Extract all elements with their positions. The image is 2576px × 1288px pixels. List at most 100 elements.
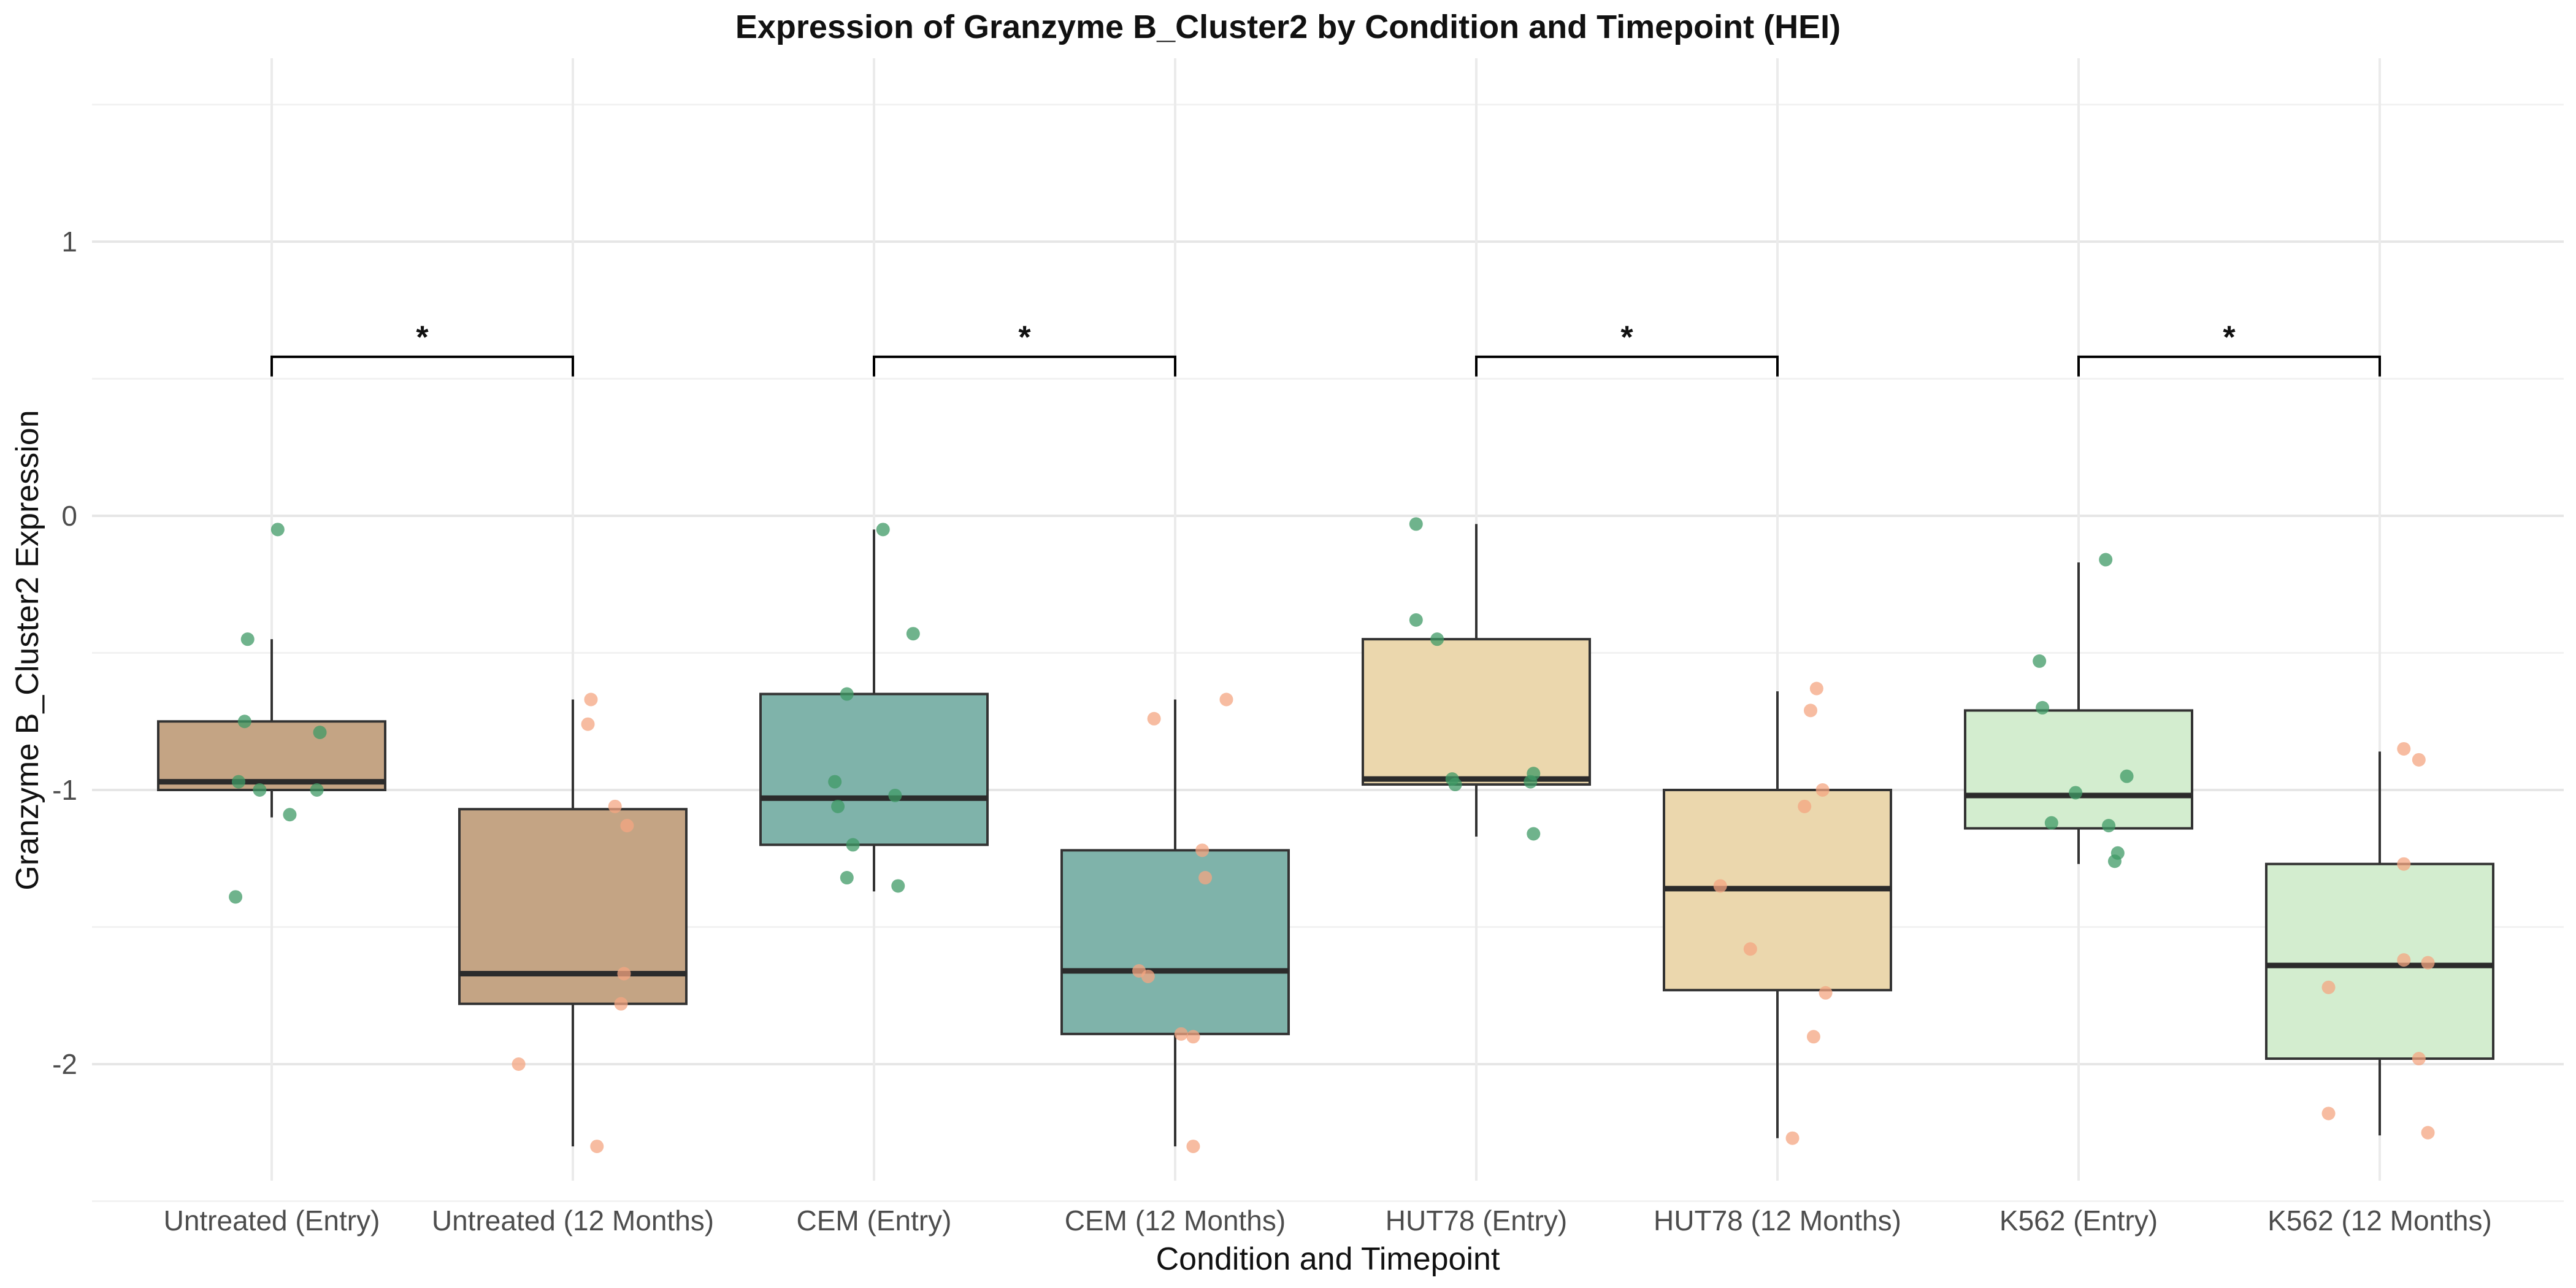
data-point: [1448, 778, 1462, 792]
y-tick-label: -2: [52, 1048, 77, 1080]
bracket-line: [873, 355, 1176, 377]
box-body: [157, 720, 386, 791]
box-2: [759, 529, 989, 892]
data-point: [2102, 819, 2116, 833]
data-point: [608, 799, 622, 813]
data-point: [1195, 843, 1209, 857]
significance-bracket-3: *: [2077, 320, 2381, 377]
y-tick-label: 1: [61, 226, 77, 258]
bracket-line: [1475, 355, 1779, 377]
box-body: [1362, 638, 1591, 786]
data-point: [840, 687, 854, 701]
x-tick-label: CEM (12 Months): [1065, 1205, 1286, 1236]
box-5: [1663, 691, 1892, 1138]
data-point: [1409, 613, 1423, 627]
data-point: [840, 871, 854, 885]
data-point: [2397, 857, 2411, 871]
data-point: [1147, 711, 1161, 726]
data-point: [2033, 654, 2047, 668]
data-point: [229, 890, 243, 904]
data-point: [2412, 1052, 2426, 1066]
significance-bracket-2: *: [1475, 320, 1779, 377]
box-7: [2265, 751, 2494, 1136]
data-point: [590, 1140, 604, 1154]
box-1: [458, 699, 688, 1147]
data-point: [2069, 786, 2083, 800]
data-point: [2099, 553, 2113, 567]
box-6: [1964, 562, 2193, 864]
y-tick-label: 0: [61, 500, 77, 532]
bracket-line: [270, 355, 574, 377]
data-point: [888, 788, 902, 802]
box-body: [2265, 862, 2494, 1060]
data-point: [1198, 871, 1213, 885]
box-body: [1964, 709, 2193, 830]
data-point: [2321, 1106, 2336, 1121]
data-point: [2120, 769, 2134, 783]
data-point: [891, 879, 905, 893]
data-point: [253, 783, 267, 797]
x-tick-label: Untreated (12 Months): [432, 1205, 714, 1236]
data-point: [846, 838, 860, 852]
data-point: [1186, 1030, 1200, 1044]
data-point: [1806, 1030, 1820, 1044]
data-point: [1174, 1027, 1188, 1041]
data-point: [310, 783, 324, 797]
data-point: [240, 632, 255, 646]
data-point: [1409, 517, 1423, 531]
data-point: [237, 715, 251, 729]
bracket-line: [2077, 355, 2381, 377]
data-point: [2397, 953, 2411, 967]
data-point: [1713, 879, 1727, 893]
data-point: [876, 523, 890, 537]
significance-bracket-0: *: [270, 320, 574, 377]
significance-bracket-1: *: [873, 320, 1176, 377]
data-point: [1186, 1140, 1200, 1154]
data-point: [831, 799, 845, 813]
data-point: [270, 523, 285, 537]
significance-brackets: * * * *: [270, 320, 2381, 377]
data-point: [2412, 753, 2426, 767]
x-tick-label: CEM (Entry): [797, 1205, 952, 1236]
chart-title: Expression of Granzyme B_Cluster2 by Con…: [735, 9, 1841, 45]
box-body: [759, 692, 989, 846]
data-point: [614, 997, 628, 1011]
boxes: [157, 524, 2494, 1147]
data-point: [620, 819, 634, 833]
box-4: [1362, 524, 1591, 837]
data-point: [1804, 703, 1818, 718]
data-point: [313, 726, 327, 740]
x-axis-title: Condition and Timepoint: [1156, 1241, 1500, 1277]
significance-label: *: [416, 320, 429, 356]
data-point: [581, 717, 595, 731]
x-tick-label: K562 (Entry): [1999, 1205, 2158, 1236]
significance-label: *: [2223, 320, 2236, 356]
y-tick-labels: 1 0 -1 -2: [52, 226, 77, 1080]
data-point: [1798, 799, 1812, 813]
data-point: [2044, 816, 2058, 830]
data-point: [1430, 632, 1444, 646]
data-point: [1819, 986, 1833, 1000]
significance-label: *: [1620, 320, 1633, 356]
x-tick-label: HUT78 (Entry): [1386, 1205, 1567, 1236]
data-point: [617, 967, 631, 981]
data-point: [1527, 827, 1541, 841]
data-point: [231, 775, 245, 789]
data-point: [2421, 1125, 2435, 1140]
data-point: [2321, 980, 2336, 994]
box-0: [157, 639, 386, 818]
data-point: [1815, 783, 1830, 797]
data-point: [584, 692, 598, 707]
data-points: [229, 517, 2435, 1154]
x-tick-label: K562 (12 Months): [2267, 1205, 2492, 1236]
data-point: [1524, 775, 1538, 789]
significance-label: *: [1018, 320, 1031, 356]
data-point: [1219, 692, 1233, 707]
y-tick-label: -1: [52, 774, 77, 806]
x-tick-labels: Untreated (Entry) Untreated (12 Months) CE…: [164, 1205, 2492, 1236]
data-point: [2107, 854, 2122, 868]
x-tick-label: Untreated (Entry): [164, 1205, 380, 1236]
data-point: [1785, 1131, 1800, 1145]
